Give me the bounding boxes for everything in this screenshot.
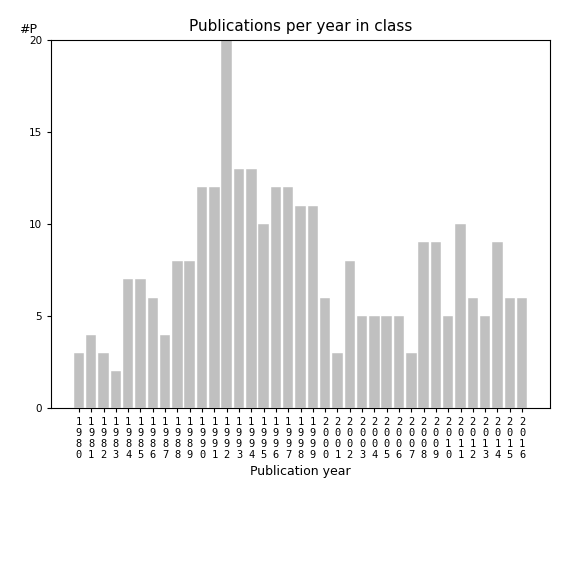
Bar: [246, 168, 256, 408]
Bar: [283, 187, 294, 408]
Bar: [418, 242, 429, 408]
Bar: [270, 187, 281, 408]
Bar: [172, 261, 183, 408]
Bar: [136, 279, 146, 408]
Bar: [492, 242, 503, 408]
Bar: [147, 298, 158, 408]
Bar: [345, 261, 355, 408]
Bar: [443, 316, 454, 408]
Bar: [123, 279, 133, 408]
Bar: [320, 298, 331, 408]
Bar: [406, 353, 417, 408]
Bar: [382, 316, 392, 408]
Bar: [332, 353, 342, 408]
Bar: [468, 298, 478, 408]
Bar: [111, 371, 121, 408]
Bar: [455, 224, 466, 408]
Bar: [505, 298, 515, 408]
Bar: [197, 187, 208, 408]
Bar: [393, 316, 404, 408]
Bar: [307, 205, 318, 408]
Bar: [431, 242, 441, 408]
Bar: [160, 335, 170, 408]
Bar: [86, 335, 96, 408]
Bar: [517, 298, 527, 408]
X-axis label: Publication year: Publication year: [250, 465, 351, 478]
Bar: [295, 205, 306, 408]
Bar: [369, 316, 379, 408]
Bar: [74, 353, 84, 408]
Title: Publications per year in class: Publications per year in class: [189, 19, 412, 35]
Bar: [184, 261, 195, 408]
Bar: [209, 187, 219, 408]
Bar: [222, 40, 232, 408]
Text: #P: #P: [19, 23, 37, 36]
Bar: [259, 224, 269, 408]
Bar: [234, 168, 244, 408]
Bar: [357, 316, 367, 408]
Bar: [480, 316, 490, 408]
Bar: [98, 353, 109, 408]
